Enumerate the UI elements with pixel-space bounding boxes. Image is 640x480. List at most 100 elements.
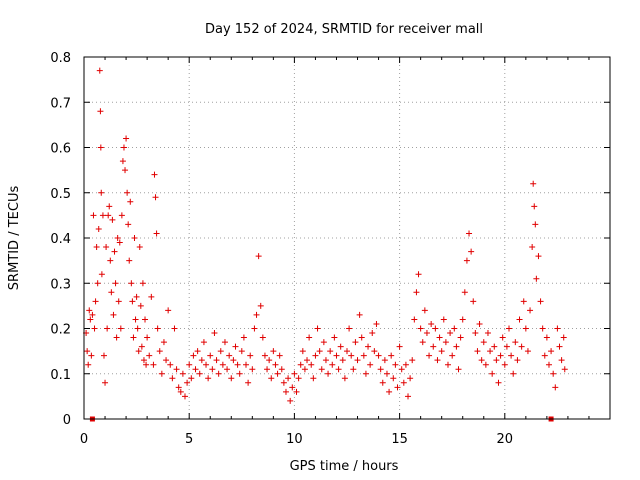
data-point (482, 361, 489, 368)
data-point (316, 348, 323, 355)
data-point (350, 366, 357, 373)
data-point (379, 379, 386, 386)
data-point (329, 361, 336, 368)
data-point (463, 257, 470, 264)
data-point (550, 370, 557, 377)
data-point (259, 334, 266, 341)
data-point (253, 311, 260, 318)
data-point (501, 361, 508, 368)
data-point (151, 171, 158, 178)
data-point (175, 384, 182, 391)
data-point (314, 325, 321, 332)
data-point (360, 352, 367, 359)
data-point (524, 348, 531, 355)
data-point (114, 235, 121, 241)
x-tick-label: 20 (497, 432, 514, 447)
data-point (228, 375, 235, 382)
data-point (348, 352, 355, 359)
data-point (514, 357, 521, 364)
data-point (278, 366, 285, 373)
data-point (327, 348, 334, 355)
data-point (440, 316, 447, 323)
data-point (373, 320, 380, 327)
data-point (179, 370, 186, 377)
data-point (301, 366, 308, 373)
data-point (480, 339, 487, 346)
data-point (411, 316, 418, 323)
data-point (126, 257, 133, 264)
data-point (520, 298, 527, 305)
data-point (131, 235, 138, 241)
data-point (400, 379, 407, 386)
data-point (146, 352, 153, 359)
x-tick-label: 10 (286, 432, 303, 447)
data-point (295, 375, 302, 382)
data-point (171, 325, 178, 332)
data-point (232, 343, 239, 350)
data-point (442, 339, 449, 346)
data-point (478, 357, 485, 364)
data-point (160, 339, 167, 346)
data-point (285, 375, 292, 382)
data-point (245, 379, 252, 386)
data-point (402, 361, 409, 368)
axis-ticks (83, 56, 610, 420)
data-point (106, 203, 113, 210)
data-point (354, 357, 361, 364)
data-point (236, 370, 243, 377)
data-point (213, 357, 220, 364)
data-point (413, 289, 420, 296)
y-tick-label: 0.7 (50, 96, 71, 111)
data-point (143, 361, 150, 368)
data-point (308, 361, 315, 368)
data-point (255, 253, 262, 260)
data-point (527, 307, 534, 314)
data-point (85, 361, 92, 368)
data-point (503, 343, 510, 350)
data-point (251, 325, 258, 332)
data-point (396, 343, 403, 350)
data-point (138, 343, 145, 350)
data-point (84, 348, 91, 355)
data-point (221, 339, 228, 346)
data-point (331, 334, 338, 341)
data-point (203, 361, 210, 368)
data-point (89, 311, 96, 318)
data-point (451, 325, 458, 332)
data-point (552, 384, 559, 391)
data-point (297, 361, 304, 368)
data-point (383, 370, 390, 377)
data-point (150, 361, 157, 368)
data-point (274, 370, 281, 377)
data-point (472, 330, 479, 337)
data-point (459, 316, 466, 323)
data-point (240, 334, 247, 341)
data-point (506, 325, 513, 332)
data-point (299, 348, 306, 355)
data-point (124, 189, 131, 196)
data-point (280, 379, 287, 386)
data-point (109, 216, 116, 223)
data-point (181, 393, 188, 400)
data-point (230, 357, 237, 364)
data-point (226, 352, 233, 359)
data-point (243, 361, 250, 368)
data-point (325, 370, 332, 377)
data-point (272, 361, 279, 368)
data-point (95, 225, 102, 232)
data-point (293, 388, 300, 395)
data-point (196, 370, 203, 377)
data-point (177, 388, 184, 395)
data-point (457, 334, 464, 341)
data-point (119, 158, 126, 165)
data-point (560, 334, 567, 341)
data-point (362, 370, 369, 377)
data-point (261, 352, 268, 359)
data-point (461, 289, 468, 296)
chart-title: Day 152 of 2024, SRMTID for receiver mal… (205, 22, 483, 37)
data-point (304, 357, 311, 364)
data-point (135, 348, 142, 355)
data-point (112, 280, 119, 287)
data-point (417, 325, 424, 332)
